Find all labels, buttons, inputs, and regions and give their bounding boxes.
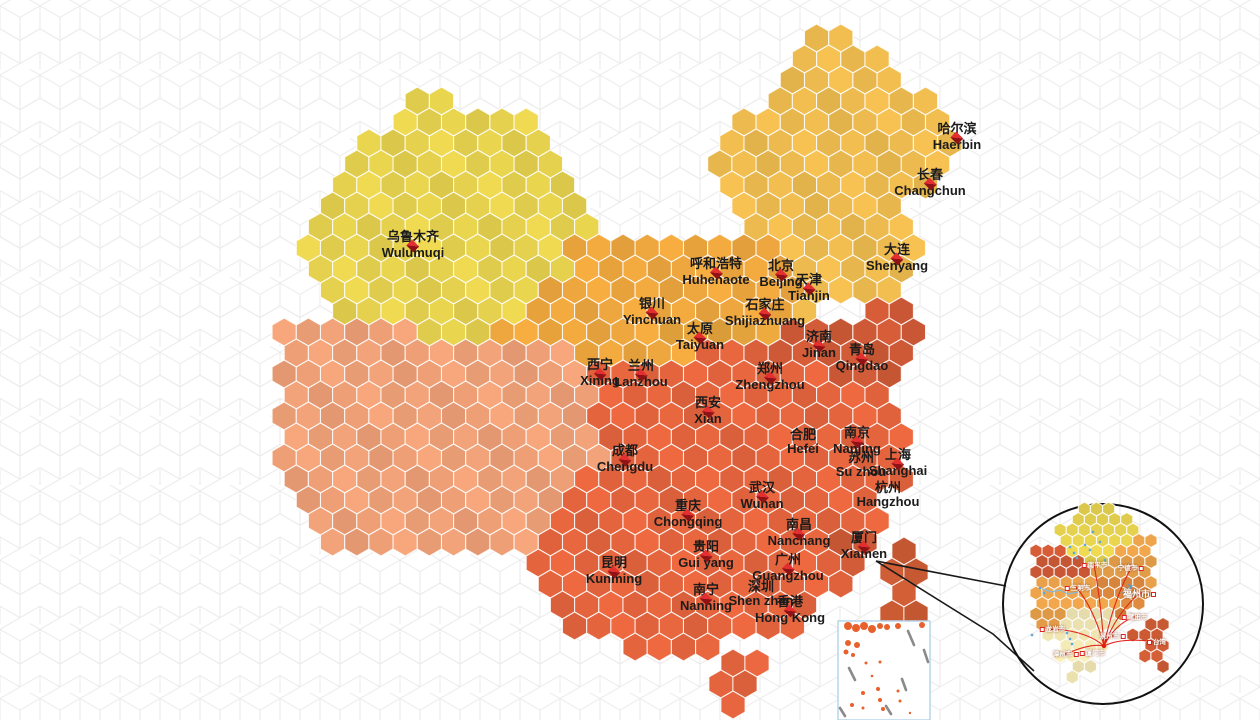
inset-fujian-hexes: ✈ [1029,501,1170,685]
magnifier-callout [875,503,1204,705]
china-hexes [271,23,963,720]
south-china-sea-box [837,620,931,720]
